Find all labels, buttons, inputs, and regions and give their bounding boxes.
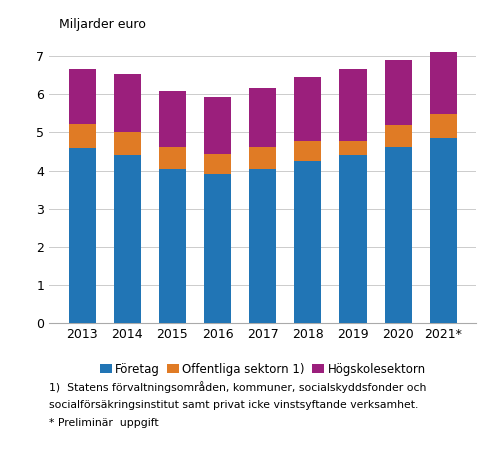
Text: * Preliminär  uppgift: * Preliminär uppgift [49,418,159,428]
Bar [249,169,276,323]
Bar [159,169,186,323]
Bar [204,174,231,323]
Bar [114,132,141,155]
Bar [384,147,411,323]
Text: 1)  Statens förvaltningsområden, kommuner, socialskyddsfonder och: 1) Statens förvaltningsområden, kommuner… [49,381,427,393]
Bar [69,148,96,323]
Legend: Företag, Offentliga sektorn 1), Högskolesektorn: Företag, Offentliga sektorn 1), Högskole… [95,358,430,380]
Bar [249,147,276,169]
Text: Miljarder euro: Miljarder euro [59,18,146,31]
Bar [159,147,186,169]
Bar [159,91,186,147]
Bar [204,97,231,154]
Bar [430,138,457,323]
Bar [339,69,367,141]
Bar [384,60,411,125]
Bar [339,155,367,323]
Bar [430,114,457,138]
Text: socialförsäkringsinstitut samt privat icke vinstsyftande verksamhet.: socialförsäkringsinstitut samt privat ic… [49,400,418,410]
Bar [384,125,411,147]
Bar [114,73,141,132]
Bar [339,141,367,155]
Bar [430,52,457,114]
Bar [69,69,96,124]
Bar [114,155,141,323]
Bar [294,77,322,141]
Bar [69,124,96,148]
Bar [294,161,322,323]
Bar [294,141,322,161]
Bar [204,154,231,174]
Bar [249,88,276,147]
